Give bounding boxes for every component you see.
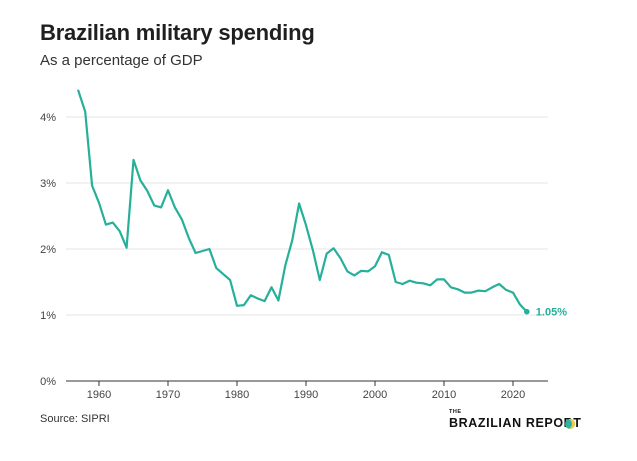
- x-tick-label: 1960: [87, 389, 111, 401]
- x-tick-label: 2000: [363, 389, 387, 401]
- end-value-label: 1.05%: [536, 307, 567, 319]
- series-line: [77, 89, 528, 313]
- brand-logo: THE BRAZILIAN REPORT: [449, 409, 589, 432]
- logo-the-text: THE: [449, 409, 462, 415]
- y-tick-label: 4%: [40, 112, 56, 124]
- x-tick-label: 2010: [432, 389, 456, 401]
- y-tick-label: 2%: [40, 244, 56, 256]
- logo-globe-icon: [565, 419, 575, 429]
- x-tick-label: 1990: [294, 389, 318, 401]
- chart-subtitle: As a percentage of GDP: [40, 52, 203, 69]
- end-point-marker: [524, 308, 530, 315]
- y-tick-label: 3%: [40, 178, 56, 190]
- x-tick-label: 2020: [501, 389, 525, 401]
- source-note: Source: SIPRI: [40, 413, 110, 425]
- y-tick-label: 1%: [40, 310, 56, 322]
- chart-title: Brazilian military spending: [40, 20, 315, 45]
- logo-name-text: BRAZILIAN REPORT: [449, 416, 582, 430]
- x-tick-label: 1970: [156, 389, 180, 401]
- y-tick-label: 0%: [40, 376, 56, 388]
- x-tick-label: 1980: [225, 389, 249, 401]
